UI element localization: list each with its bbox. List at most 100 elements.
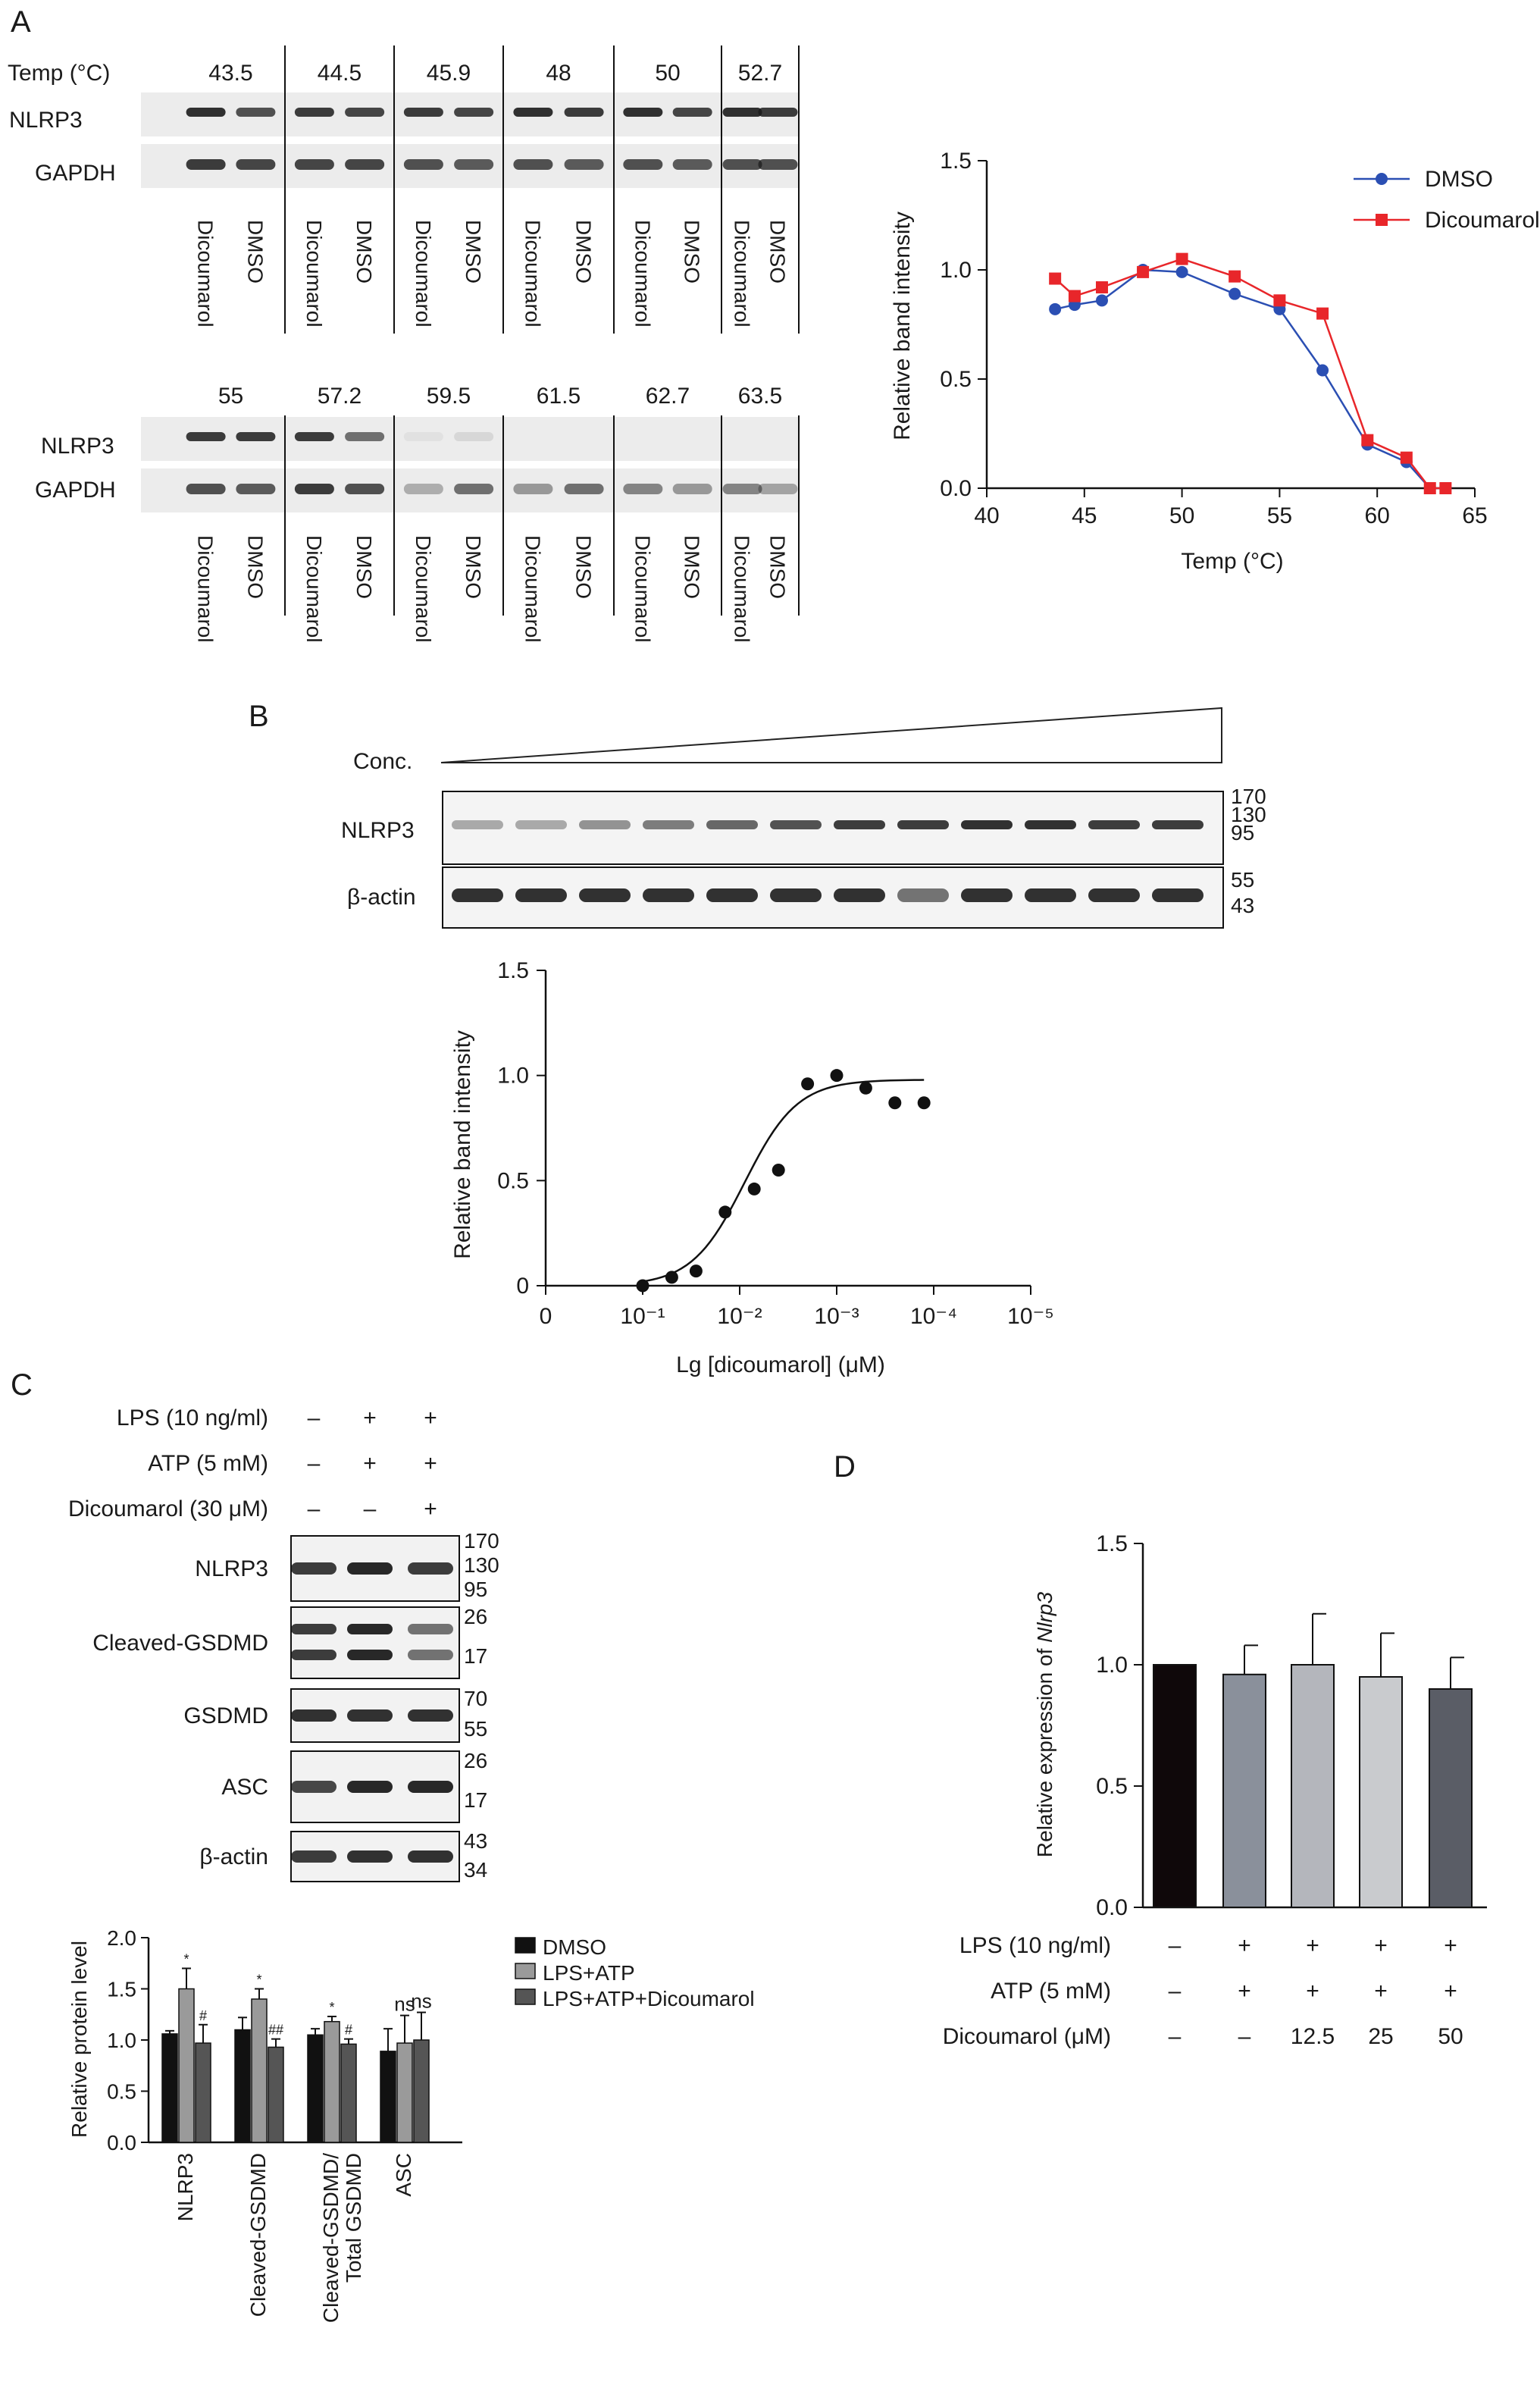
legend-c-lps-atp-dicoumarol: LPS+ATP+Dicoumarol — [543, 1987, 755, 2010]
temperature-label: 55 — [218, 384, 243, 409]
chart-c-ylabel: Relative protein level — [67, 1941, 91, 2138]
chart-d-ylabel-gene: Nlrp3 — [1033, 1591, 1056, 1642]
bar — [268, 2046, 284, 2143]
blot-band — [408, 1709, 453, 1722]
bar — [161, 2033, 178, 2143]
nlrp3-band — [1025, 820, 1076, 829]
gapdh-band — [564, 159, 604, 170]
blot-band — [347, 1850, 393, 1863]
cetsa-western-blots: Temp (°C) NLRP3 GAPDH NLRP3 GAPDH 43.5 Dicoum… — [8, 45, 800, 643]
bar — [1429, 1688, 1473, 1908]
lane-label: DMSO — [572, 535, 596, 599]
blot-band — [347, 1650, 393, 1660]
data-point — [859, 1081, 872, 1095]
x-category-label: NLRP3 — [174, 2153, 197, 2221]
nlrp3-band — [1152, 820, 1204, 829]
bar — [307, 2034, 324, 2143]
nlrp3-band — [454, 108, 494, 117]
temperature-label: 59.5 — [427, 384, 471, 409]
actin-band — [1088, 888, 1140, 902]
nlrp3-band — [236, 108, 276, 117]
mw-marker: 34 — [464, 1858, 487, 1882]
lane-label: DMSO — [352, 220, 376, 284]
gapdh-band — [236, 484, 276, 494]
bar — [1153, 1664, 1197, 1908]
sigmoid-fit-curve — [642, 1079, 925, 1283]
condition-mark: + — [1238, 1933, 1251, 1958]
gapdh-band — [454, 159, 494, 170]
panel-label-c: C — [11, 1368, 33, 1402]
mw-marker: 43 — [464, 1829, 487, 1853]
lane-label: DMSO — [352, 535, 376, 599]
lane-label: Dicoumarol — [194, 220, 218, 327]
gapdh-band — [403, 484, 443, 494]
condition-mark: – — [364, 1496, 377, 1521]
condition-mark: + — [1238, 1979, 1251, 2004]
gapdh-band — [454, 484, 494, 494]
lane-label: Dicoumarol — [521, 220, 544, 327]
lane-label: Dicoumarol — [412, 535, 435, 643]
actin-band — [643, 888, 694, 902]
temperature-label: 45.9 — [427, 61, 471, 86]
condition-mark: – — [308, 1496, 321, 1521]
bar — [1222, 1673, 1266, 1909]
nlrp3-band — [897, 820, 949, 829]
lane-label: Dicoumarol — [194, 535, 218, 643]
lane-label: Dicoumarol — [631, 535, 654, 643]
data-point — [665, 1271, 678, 1284]
condition-mark: + — [1444, 1933, 1457, 1958]
chart-b-ylabel: Relative band intensity — [450, 1030, 475, 1259]
nlrp3-band — [454, 432, 494, 441]
mw-marker: 26 — [464, 1605, 487, 1628]
condition-label: Dicoumarol (30 μM) — [68, 1496, 268, 1521]
mw-marker: 55 — [1231, 868, 1254, 892]
gapdh-band — [758, 159, 798, 170]
blot-band — [347, 1624, 393, 1634]
y-tick-label: 1.5 — [497, 958, 529, 983]
data-point — [801, 1077, 815, 1091]
condition-mark: – — [1169, 1979, 1182, 2004]
condition-mark: + — [1374, 1933, 1388, 1958]
gapdh-band — [186, 484, 226, 494]
lane-label: DMSO — [462, 535, 485, 599]
temp-header-label: Temp (°C) — [8, 61, 110, 86]
y-tick-label: 1.5 — [940, 149, 972, 174]
panel-label-a: A — [11, 5, 31, 39]
gapdh-band — [623, 159, 663, 170]
data-point — [718, 1205, 732, 1219]
nlrp3-band — [515, 820, 567, 829]
condition-mark: – — [308, 1451, 321, 1476]
blot-band — [347, 1709, 393, 1722]
gapdh-band — [722, 484, 762, 494]
bar — [340, 2043, 357, 2143]
data-point-dicoumarol — [1068, 290, 1081, 302]
data-point — [747, 1182, 761, 1196]
blot-band — [408, 1624, 453, 1634]
temperature-label: 57.2 — [318, 384, 362, 409]
significance-mark: ns — [394, 1993, 415, 2016]
mw-marker: 17 — [464, 1644, 487, 1668]
x-category-label: Cleaved-GSDMD — [246, 2153, 270, 2317]
y-tick-label: 0.5 — [1096, 1774, 1128, 1799]
significance-mark: ns — [411, 1990, 431, 2013]
y-tick-label: 1.0 — [940, 258, 972, 283]
data-point-dmso — [1049, 302, 1062, 315]
nlrp3-band — [403, 432, 443, 441]
mw-marker: 55 — [464, 1717, 487, 1741]
nlrp3-band — [565, 432, 604, 441]
blot-band — [291, 1650, 336, 1660]
panel-label-d: D — [834, 1450, 856, 1484]
data-point-dicoumarol — [1423, 482, 1436, 494]
x-category-label: Cleaved-GSDMD/ — [319, 2153, 343, 2323]
chart-d-ylabel-prefix: Relative expression of — [1033, 1643, 1056, 1857]
x-tick-label: 0 — [540, 1304, 552, 1329]
condition-mark: 50 — [1438, 2024, 1463, 2049]
lane-label: Dicoumarol — [731, 535, 754, 643]
mw-marker: 43 — [1231, 894, 1254, 917]
condition-mark: + — [1306, 1933, 1319, 1958]
lane-label: Dicoumarol — [302, 535, 326, 643]
y-tick-label: 0.0 — [940, 476, 972, 501]
mw-marker: 70 — [464, 1687, 487, 1710]
condition-mark: – — [1169, 2024, 1182, 2049]
